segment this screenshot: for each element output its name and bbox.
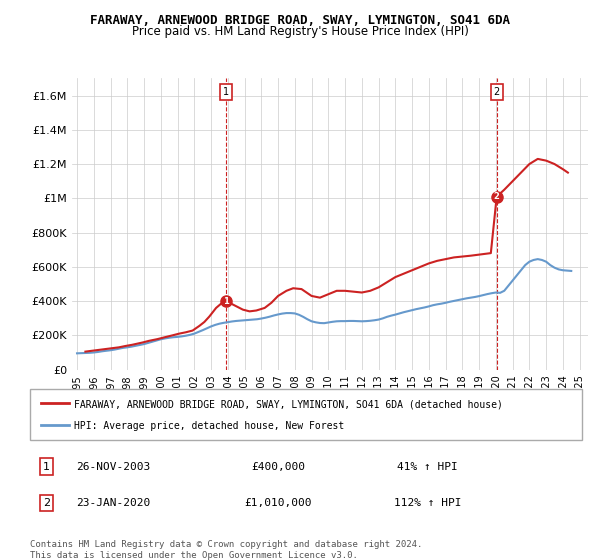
Text: HPI: Average price, detached house, New Forest: HPI: Average price, detached house, New … [74, 422, 344, 432]
FancyBboxPatch shape [30, 389, 582, 440]
Text: 1: 1 [223, 297, 229, 306]
Text: 23-JAN-2020: 23-JAN-2020 [76, 498, 150, 508]
Text: 2: 2 [494, 192, 500, 201]
Text: 112% ↑ HPI: 112% ↑ HPI [394, 498, 461, 508]
Text: Contains HM Land Registry data © Crown copyright and database right 2024.
This d: Contains HM Land Registry data © Crown c… [30, 540, 422, 560]
Text: 26-NOV-2003: 26-NOV-2003 [76, 461, 150, 472]
Text: 1: 1 [223, 87, 229, 97]
Text: 1: 1 [43, 461, 50, 472]
Text: FARAWAY, ARNEWOOD BRIDGE ROAD, SWAY, LYMINGTON, SO41 6DA (detached house): FARAWAY, ARNEWOOD BRIDGE ROAD, SWAY, LYM… [74, 399, 503, 409]
Text: 2: 2 [43, 498, 50, 508]
Text: 41% ↑ HPI: 41% ↑ HPI [397, 461, 458, 472]
Text: £1,010,000: £1,010,000 [245, 498, 312, 508]
Text: 2: 2 [494, 87, 500, 97]
Text: FARAWAY, ARNEWOOD BRIDGE ROAD, SWAY, LYMINGTON, SO41 6DA: FARAWAY, ARNEWOOD BRIDGE ROAD, SWAY, LYM… [90, 14, 510, 27]
Text: £400,000: £400,000 [251, 461, 305, 472]
Text: Price paid vs. HM Land Registry's House Price Index (HPI): Price paid vs. HM Land Registry's House … [131, 25, 469, 38]
